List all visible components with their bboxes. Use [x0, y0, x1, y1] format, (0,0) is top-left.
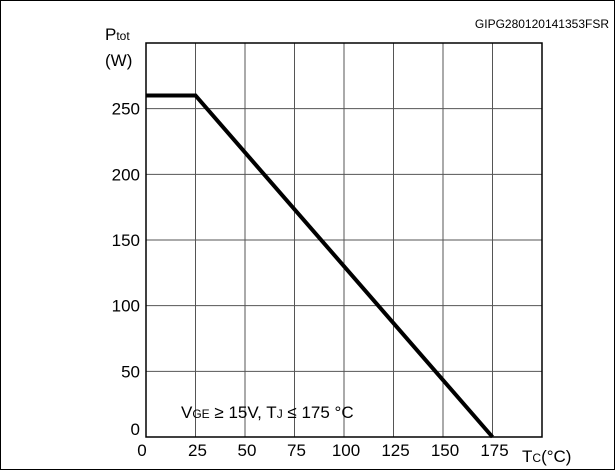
- y-axis-label-main: P: [105, 25, 116, 44]
- series: [146, 93, 495, 439]
- y-tick-label: 150: [112, 231, 140, 250]
- x-axis-label-main: T: [522, 447, 532, 466]
- x-tick-label: 100: [332, 441, 360, 460]
- x-tick-label: 25: [188, 441, 207, 460]
- tick-labels: 0 50 100 150 200 250 0 25 50 75 100 125 150 175: [112, 100, 509, 460]
- y-tick-label: 0: [131, 420, 140, 439]
- annotation-vge-rest: ≥ 15V, T: [210, 403, 277, 422]
- plot-area: [145, 42, 543, 438]
- annotation-tj-sub: J: [277, 407, 283, 421]
- annotation-vge-sub: GE: [192, 407, 209, 421]
- y-axis-label-sub: tot: [116, 29, 130, 43]
- condition-annotation: VGE ≥ 15V, TJ ≤ 175 °C: [181, 403, 354, 422]
- x-tick-label: 125: [381, 441, 409, 460]
- y-axis-label: Ptot: [105, 25, 130, 44]
- x-axis-label: TC(°C): [522, 447, 571, 466]
- x-tick-label: 175: [480, 441, 508, 460]
- x-tick-label: 0: [137, 441, 146, 460]
- y-tick-label: 50: [121, 362, 140, 381]
- x-tick-label: 150: [431, 441, 459, 460]
- y-tick-label: 100: [112, 297, 140, 316]
- y-tick-label: 200: [112, 165, 140, 184]
- x-tick-label: 75: [287, 441, 306, 460]
- figure-id: GIPG280120141353FSR: [475, 17, 609, 31]
- x-axis-unit: (°C): [541, 447, 571, 466]
- series-line: [146, 93, 495, 439]
- x-tick-label: 50: [238, 441, 257, 460]
- y-axis-unit: (W): [105, 51, 132, 70]
- grid: [146, 43, 542, 437]
- x-axis-label-sub: C: [532, 451, 541, 465]
- annotation-tj-rest: ≤ 175 °C: [283, 403, 354, 422]
- y-tick-label: 250: [112, 100, 140, 119]
- annotation-v: V: [181, 403, 193, 422]
